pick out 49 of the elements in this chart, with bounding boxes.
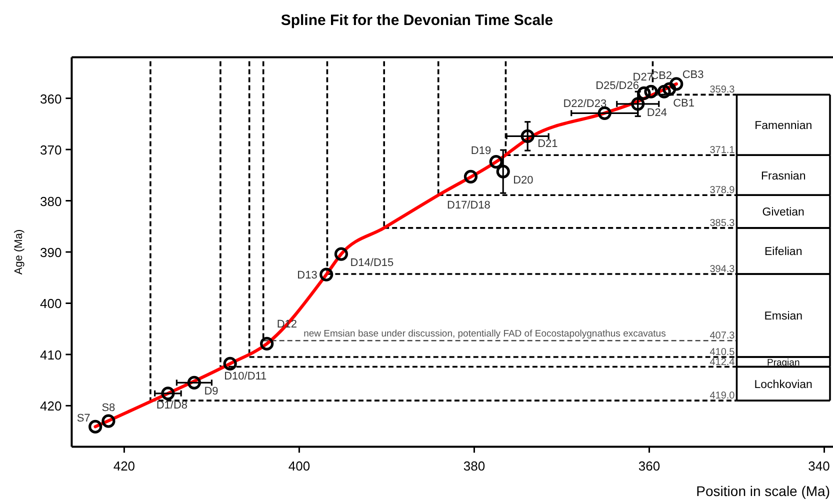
x-tick-label: 340 [808, 458, 830, 474]
annotation: D21 [538, 138, 558, 150]
annotation: S8 [102, 402, 116, 414]
annotation: D13 [297, 270, 318, 282]
x-axis-title: Position in scale (Ma) [696, 483, 830, 499]
annotation: Eifelian [764, 246, 802, 258]
annotation: Emsian [764, 310, 803, 323]
y-tick-label: 360 [40, 91, 62, 106]
ref-line-label: 410.5 [710, 347, 736, 358]
annotation: D17/D18 [447, 200, 490, 212]
x-tick-label: 360 [638, 458, 660, 474]
annotation: D24 [646, 106, 668, 119]
ref-line-label: 419.0 [710, 390, 736, 402]
x-tick-label: 380 [463, 458, 486, 474]
annotation: Frasnian [760, 170, 806, 182]
annotation: CB2 [650, 70, 672, 82]
annotation: Famennian [754, 120, 812, 132]
ref-line-label: 385.3 [710, 218, 736, 229]
x-tick-label: 400 [288, 458, 310, 474]
annotation: CB3 [682, 68, 704, 81]
chart-title: Spline Fit for the Devonian Time Scale [280, 12, 554, 29]
ref-line-label: 378.9 [710, 185, 736, 196]
ref-line-label: 407.3 [710, 330, 736, 342]
y-tick-label: 410 [40, 347, 62, 362]
annotation: S7 [76, 412, 90, 425]
annotation: D14/D15 [350, 257, 394, 270]
annotation: D19 [470, 144, 492, 157]
annotation: Givetian [762, 206, 804, 219]
ref-line-label: 371.1 [710, 145, 736, 156]
y-tick-label: 370 [40, 142, 62, 158]
ref-line-label: 359.3 [710, 84, 736, 96]
annotation: new Emsian base under discussion, potentially FAD of Eocostapolygnathus excavatus [304, 328, 666, 340]
ref-line-label: 394.3 [710, 264, 736, 276]
ref-line-label: 412.4 [710, 356, 736, 368]
annotation: D25/D26 [596, 80, 639, 92]
x-tick-label: 420 [113, 458, 136, 474]
annotation: Pragian [766, 357, 800, 368]
annotation: CB1 [673, 98, 695, 110]
annotation: D22/D23 [563, 98, 607, 110]
y-tick-label: 400 [40, 296, 62, 312]
annotation: Lochkovian [754, 378, 812, 391]
y-tick-label: 380 [40, 194, 62, 209]
annotation: D9 [204, 386, 218, 398]
annotation: D20 [513, 174, 534, 187]
annotation: D1/D8 [156, 399, 188, 412]
annotation: D10/D11 [224, 370, 267, 383]
y-tick-label: 390 [40, 245, 62, 260]
y-tick-label: 420 [40, 398, 62, 414]
y-axis-title: Age (Ma) [13, 229, 25, 275]
